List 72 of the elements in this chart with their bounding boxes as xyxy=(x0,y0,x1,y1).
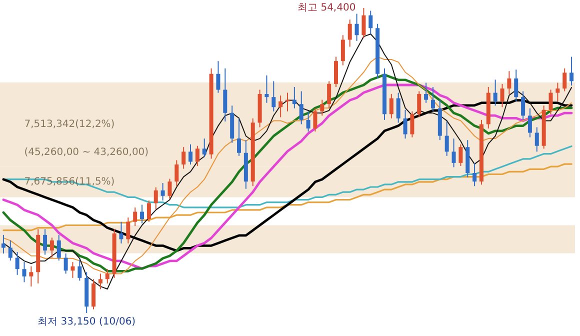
candlestick xyxy=(362,8,366,39)
candlestick xyxy=(452,138,456,168)
candlestick xyxy=(444,120,449,156)
candlestick xyxy=(98,273,102,290)
candlestick xyxy=(92,278,96,310)
candlestick xyxy=(174,160,179,187)
candlestick xyxy=(272,80,276,112)
candlestick xyxy=(327,80,332,109)
candlestick xyxy=(202,138,206,158)
band-label: 7,513,342(12,2%) xyxy=(24,119,115,130)
candlestick xyxy=(43,228,48,256)
candlestick xyxy=(22,262,26,283)
candlestick xyxy=(348,19,352,48)
candlestick xyxy=(500,83,504,108)
candlestick xyxy=(8,240,12,262)
candlestick xyxy=(403,109,408,140)
candlestick xyxy=(286,92,290,112)
candlestick xyxy=(15,252,20,276)
candlestick xyxy=(299,90,304,125)
candlestick xyxy=(29,266,34,287)
candlestick xyxy=(126,217,130,244)
candlestick xyxy=(64,253,68,274)
candlestick xyxy=(410,110,414,138)
candlestick xyxy=(368,10,373,34)
candlestick xyxy=(306,110,310,132)
candlestick xyxy=(389,94,394,119)
candlestick xyxy=(56,234,61,262)
candlestick xyxy=(562,68,567,92)
candlestick xyxy=(396,92,400,124)
candlestick xyxy=(424,82,428,104)
candlestick xyxy=(417,90,422,118)
candlestick xyxy=(154,186,158,210)
candlestick xyxy=(237,118,242,156)
band-label: (45,260,00 ~ 43,260,00) xyxy=(24,147,149,158)
candlestick xyxy=(70,262,75,278)
candlestick xyxy=(1,234,6,254)
candlestick xyxy=(119,221,124,244)
candlestick xyxy=(507,70,512,95)
annotation: 최고 54,400 xyxy=(298,2,356,14)
candlestick xyxy=(458,144,463,166)
candlestick xyxy=(320,99,324,116)
candlestick xyxy=(528,108,532,138)
candlestick xyxy=(313,108,318,132)
candlestick xyxy=(195,145,200,166)
candlestick xyxy=(160,182,165,201)
candlestick xyxy=(278,95,283,118)
candlestick xyxy=(514,69,518,102)
candlestick xyxy=(133,206,138,227)
candlestick xyxy=(521,90,526,120)
candlestick xyxy=(188,144,193,165)
candlestick xyxy=(493,79,498,106)
candlestick xyxy=(472,162,477,187)
candlestick xyxy=(264,74,269,104)
candlestick xyxy=(78,258,82,282)
candlestick xyxy=(556,82,560,102)
candlestick xyxy=(292,86,296,109)
candlestick xyxy=(50,237,54,258)
candlestick xyxy=(105,268,110,284)
candlestick xyxy=(223,68,228,122)
candlestick xyxy=(570,56,574,86)
candlestick xyxy=(430,86,435,112)
candlestick xyxy=(534,126,539,152)
candlestick xyxy=(182,146,186,170)
candlestick xyxy=(168,178,172,200)
candlestick xyxy=(216,60,220,94)
candlestick xyxy=(334,56,338,88)
candlestick xyxy=(548,89,553,115)
text: 최저 33,150 (10/06) xyxy=(38,316,136,328)
candlestick xyxy=(340,34,345,66)
candlestick xyxy=(354,13,359,42)
candlestick xyxy=(146,200,151,222)
candlestick xyxy=(140,204,144,224)
